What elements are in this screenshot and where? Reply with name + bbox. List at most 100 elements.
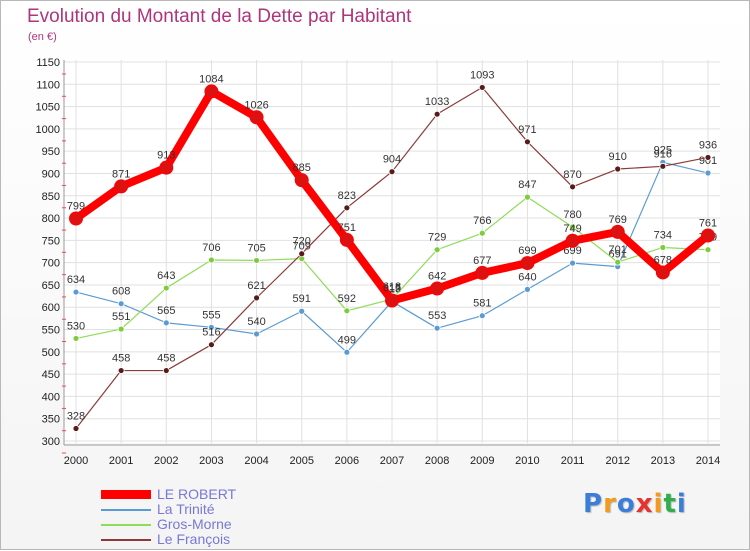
y-tick-label: 400 — [42, 391, 60, 403]
data-point — [72, 425, 80, 432]
data-label: 870 — [563, 169, 581, 181]
data-point — [385, 293, 399, 308]
proxiti-logo: Proxiti — [583, 489, 687, 519]
data-point — [114, 179, 129, 194]
data-point — [610, 224, 625, 239]
legend-swatch — [101, 538, 151, 541]
legend-label: La Trinité — [157, 501, 215, 517]
data-label: 904 — [383, 154, 401, 166]
legend-swatch — [101, 508, 151, 511]
data-point — [343, 204, 351, 212]
data-point — [343, 307, 351, 315]
data-point — [208, 256, 215, 264]
y-tick-label: 550 — [42, 325, 60, 337]
data-point — [253, 257, 260, 264]
data-point — [298, 307, 306, 315]
data-point — [430, 281, 445, 296]
data-point — [159, 160, 174, 175]
data-label: 749 — [563, 223, 581, 235]
x-tick-label: 2000 — [64, 455, 88, 467]
data-point — [655, 265, 670, 280]
data-label: 592 — [338, 293, 356, 305]
data-label: 530 — [67, 320, 85, 332]
data-label: 799 — [67, 201, 85, 213]
data-label: 516 — [202, 327, 220, 339]
data-point — [614, 258, 622, 266]
data-label: 499 — [338, 334, 356, 346]
data-point — [253, 330, 260, 338]
legend-swatch — [101, 523, 151, 526]
data-point — [704, 246, 712, 254]
data-label: 643 — [157, 270, 175, 282]
y-tick-label: 600 — [42, 302, 60, 314]
data-label: 706 — [202, 242, 220, 254]
data-label: 729 — [428, 232, 446, 244]
data-label: 766 — [473, 215, 491, 227]
legend: LE ROBERT La Trinité Gros-Morne Le François — [101, 486, 301, 547]
data-label: 591 — [293, 293, 311, 305]
x-tick-label: 2008 — [425, 455, 449, 467]
data-point — [524, 285, 531, 293]
data-point — [117, 300, 125, 308]
logo-letter: t — [663, 489, 677, 519]
data-label: 847 — [518, 179, 536, 191]
data-label: 823 — [338, 190, 356, 202]
data-label: 925 — [654, 144, 672, 156]
data-label: 458 — [112, 353, 130, 365]
y-tick-label: 1050 — [36, 102, 60, 114]
legend-item-le-francois: Le François — [101, 531, 301, 547]
data-label: 581 — [473, 298, 491, 310]
data-point — [569, 223, 576, 231]
data-label: 1033 — [425, 96, 449, 108]
data-point — [704, 154, 712, 161]
x-tick-label: 2006 — [335, 455, 359, 467]
data-point — [569, 259, 576, 267]
x-tick-label: 2010 — [515, 455, 539, 467]
data-label: 699 — [518, 245, 536, 257]
data-label: 691 — [609, 249, 627, 261]
legend-label: Le François — [157, 531, 231, 547]
y-tick-label: 350 — [42, 414, 60, 426]
chart-unit-label: (en €) — [28, 31, 57, 43]
x-tick-label: 2005 — [289, 455, 313, 467]
series-le-robert: 799 871 913 1084 1026 885 751 615 642 677 699 749 76… — [67, 73, 717, 308]
x-tick-label: 2001 — [109, 455, 133, 467]
x-tick-label: 2013 — [651, 455, 675, 467]
data-label: 328 — [67, 411, 85, 423]
data-label: 553 — [428, 310, 446, 322]
y-tick-label: 450 — [42, 369, 60, 381]
data-point — [614, 165, 622, 173]
data-label: 780 — [563, 209, 581, 221]
chart-title: Evolution du Montant de la Dette par Hab… — [27, 6, 412, 27]
legend-item-le-robert: LE ROBERT — [101, 486, 301, 502]
x-tick-label: 2004 — [244, 455, 268, 467]
data-label: 971 — [518, 124, 536, 136]
y-tick-label: 900 — [42, 168, 60, 180]
data-label: 913 — [157, 150, 175, 162]
y-tick-label: 750 — [42, 235, 60, 247]
data-point — [433, 246, 441, 254]
data-label: 640 — [518, 271, 536, 283]
logo-letter: P — [583, 489, 604, 519]
data-label: 642 — [428, 271, 446, 283]
data-point — [294, 173, 309, 188]
logo-letter: i — [676, 489, 687, 519]
logo-letter: i — [653, 489, 664, 519]
data-point — [701, 228, 715, 243]
data-point — [298, 250, 306, 258]
data-label: 540 — [247, 316, 265, 328]
data-label: 705 — [247, 242, 265, 254]
data-label: 761 — [699, 217, 717, 229]
data-point — [659, 244, 667, 251]
data-label: 621 — [247, 280, 265, 292]
data-point — [475, 265, 490, 280]
logo-letter: r — [603, 489, 617, 519]
data-point — [117, 367, 125, 374]
x-tick-label: 2007 — [380, 455, 404, 467]
y-tick-label: 950 — [42, 146, 60, 158]
data-label: 555 — [202, 309, 220, 321]
data-point — [524, 138, 531, 146]
data-point — [433, 324, 441, 332]
